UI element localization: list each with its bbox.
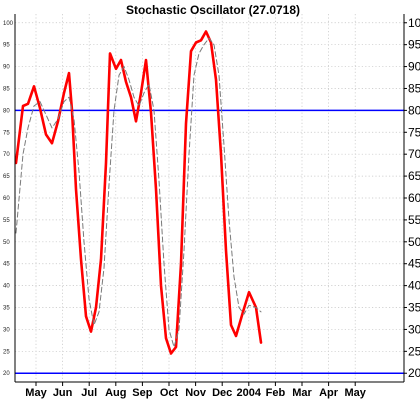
y-tick-label-90: 90 — [408, 60, 420, 74]
chart-title: Stochastic Oscillator (27.0718) — [126, 3, 300, 17]
y-tick-label-left-30: 30 — [3, 327, 10, 333]
y-tick-label-left-100: 100 — [3, 21, 14, 27]
y-tick-label-85: 85 — [408, 81, 420, 95]
x-tick-label-10: Mar — [292, 387, 312, 399]
y-tick-label-20: 20 — [408, 366, 420, 380]
y-tick-label-left-55: 55 — [3, 218, 10, 224]
signal-line — [15, 37, 262, 348]
x-tick-label-0: May — [25, 387, 47, 399]
x-tick-label-9: Feb — [266, 387, 286, 399]
y-tick-label-left-20: 20 — [3, 371, 10, 377]
y-tick-label-40: 40 — [408, 279, 420, 293]
axes — [14, 14, 407, 386]
y-tick-label-left-65: 65 — [3, 174, 10, 180]
x-tick-label-3: Aug — [105, 387, 126, 399]
x-tick-label-2: Jul — [81, 387, 97, 399]
x-tick-label-4: Sep — [132, 387, 152, 399]
x-tick-labels: May Jun Jul Aug Sep Oct Nov Dec 2004 Feb Mar Apr May — [25, 387, 366, 399]
y-tick-label-80: 80 — [408, 103, 420, 117]
stochastic-line — [14, 30, 263, 355]
y-tick-label-45: 45 — [408, 257, 420, 271]
y-tick-label-left-60: 60 — [3, 196, 10, 202]
y-tick-label-left-90: 90 — [3, 65, 10, 71]
y-tick-label-left-85: 85 — [3, 86, 10, 92]
y-tick-label-95: 95 — [408, 38, 420, 52]
x-tick-label-1: Jun — [53, 387, 73, 399]
y-tick-label-50: 50 — [408, 235, 420, 249]
y-tick-label-left-95: 95 — [3, 43, 10, 49]
y-tick-label-left-25: 25 — [3, 349, 10, 355]
y-tick-label-60: 60 — [408, 191, 420, 205]
x-tick-label-8: 2004 — [237, 387, 262, 399]
x-tick-label-6: Nov — [185, 387, 207, 399]
y-tick-label-left-80: 80 — [3, 108, 10, 114]
y-tick-label-left-45: 45 — [3, 262, 10, 268]
y-tick-labels: 20 20 25 25 30 30 35 35 40 40 45 45 50 50 55 55 60 60 65 65… — [3, 16, 420, 380]
y-tick-label-70: 70 — [408, 147, 420, 161]
x-tick-label-5: Oct — [160, 387, 179, 399]
y-tick-label-35: 35 — [408, 301, 420, 315]
y-tick-label-55: 55 — [408, 213, 420, 227]
y-tick-label-left-40: 40 — [3, 284, 10, 290]
y-tick-label-left-50: 50 — [3, 240, 10, 246]
x-tick-label-11: Apr — [319, 387, 339, 399]
y-tick-label-25: 25 — [408, 344, 420, 358]
y-tick-label-65: 65 — [408, 169, 420, 183]
y-tick-label-left-35: 35 — [3, 306, 10, 312]
y-tick-label-left-70: 70 — [3, 152, 10, 158]
y-tick-label-left-75: 75 — [3, 130, 10, 136]
y-tick-label-75: 75 — [408, 125, 420, 139]
series-layer — [14, 30, 263, 355]
y-tick-label-30: 30 — [408, 322, 420, 336]
y-tick-label-100: 100 — [408, 16, 420, 30]
reference-lines — [15, 109, 404, 375]
x-tick-label-12: May — [344, 387, 366, 399]
x-tick-label-7: Dec — [212, 387, 232, 399]
